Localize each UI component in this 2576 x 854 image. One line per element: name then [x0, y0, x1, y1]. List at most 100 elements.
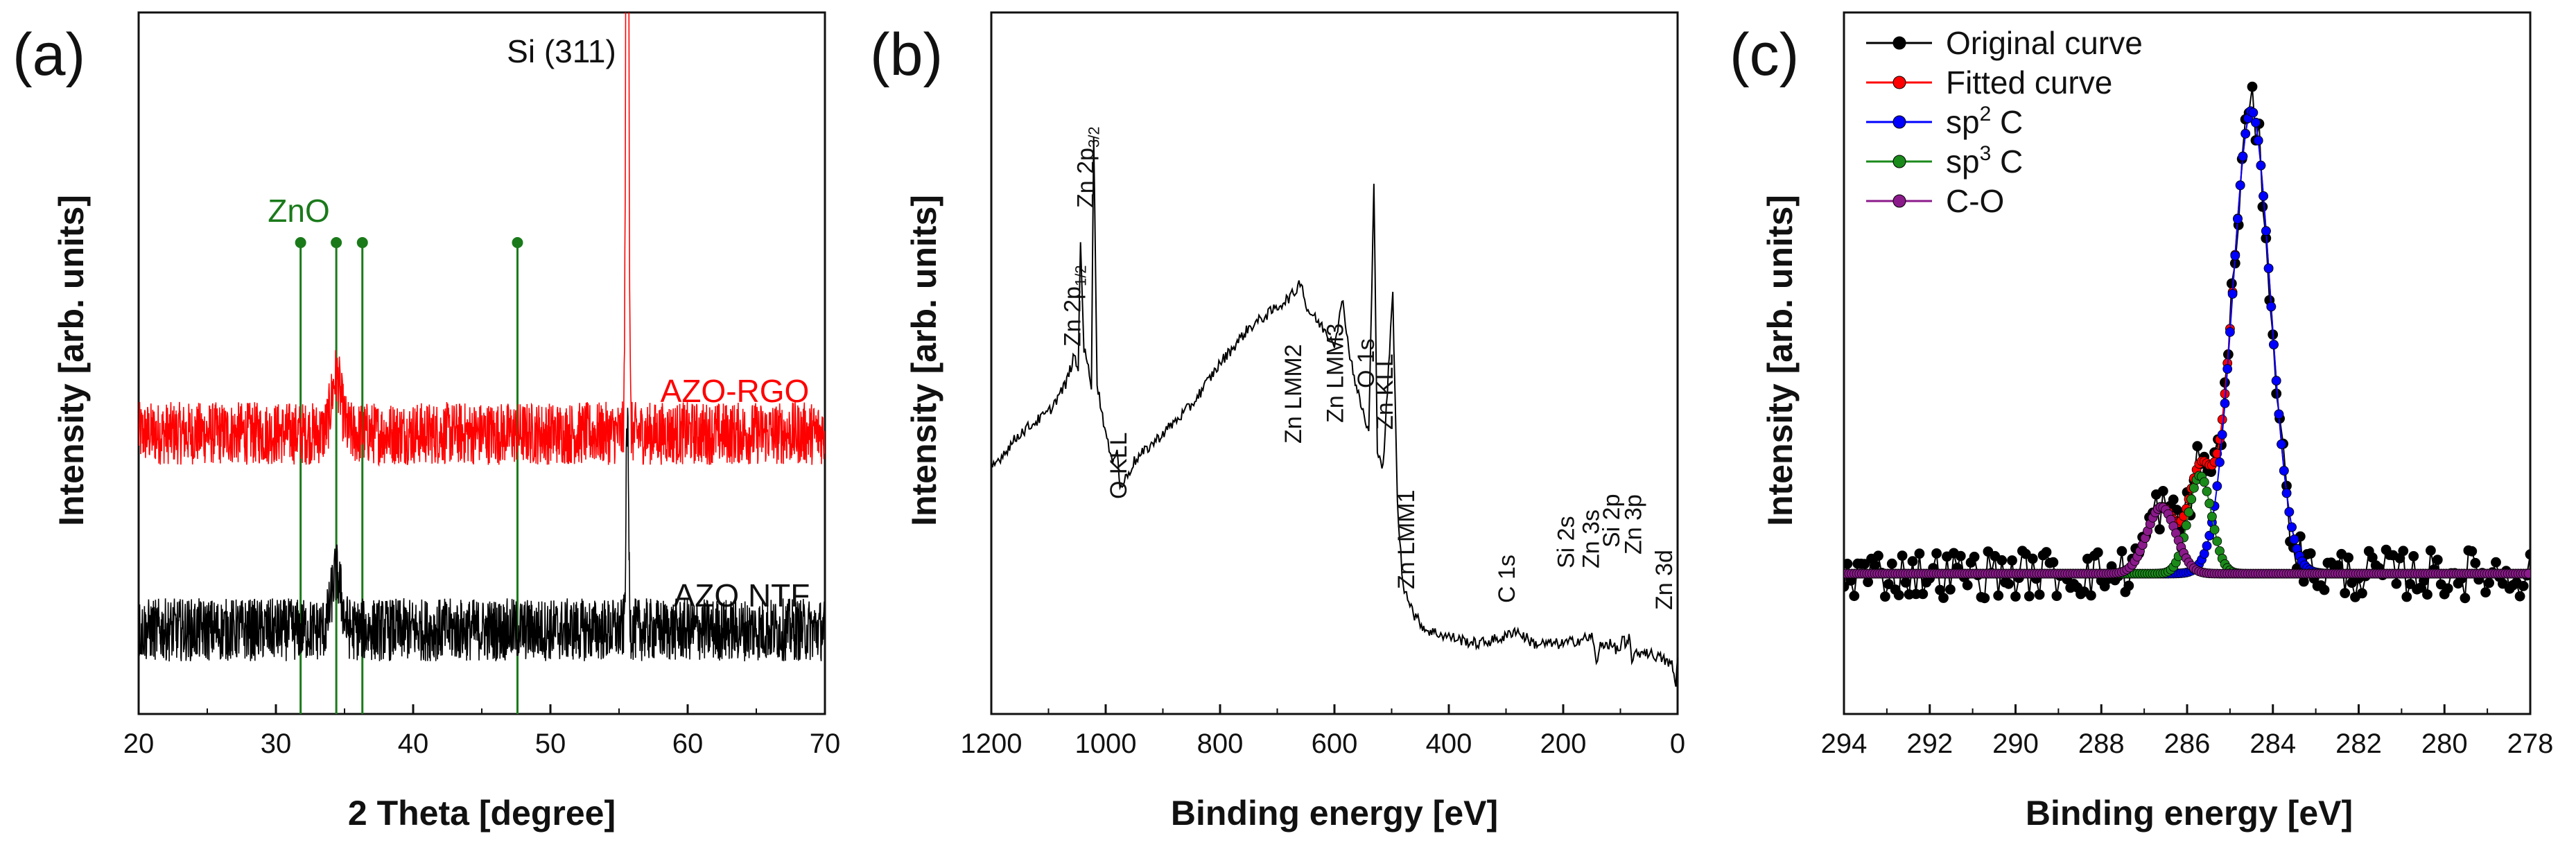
series-xps-survey — [991, 137, 1678, 687]
panel-a-xtick-label: 50 — [535, 729, 566, 759]
panel-c-xtick-label: 282 — [2335, 729, 2382, 759]
panel-a-xtick-label: 40 — [398, 729, 429, 759]
data-point — [1914, 548, 1925, 559]
data-point — [2123, 580, 2134, 591]
data-point — [2209, 525, 2220, 534]
data-point — [2230, 250, 2240, 261]
data-point — [2186, 494, 2197, 505]
zno-ref-dot — [331, 237, 342, 248]
data-point — [2051, 591, 2062, 601]
data-point — [1863, 577, 1874, 587]
panel-c-xtick-label: 292 — [1906, 729, 1953, 759]
data-point — [2202, 541, 2212, 551]
panel-a-letter: (a) — [12, 21, 85, 88]
data-point — [2157, 486, 2168, 496]
data-point — [2247, 81, 2258, 92]
legend-marker — [1892, 115, 1906, 129]
zno-label: ZnO — [268, 193, 329, 229]
data-point — [1931, 548, 1942, 559]
legend-marker — [1892, 36, 1906, 50]
data-point — [1938, 593, 1949, 603]
panel-c-xtick-label: 280 — [2421, 729, 2468, 759]
panel-b-xlabel: Binding energy [eV] — [1171, 794, 1498, 833]
data-point — [2405, 579, 2416, 589]
panel-c: (c) Intensity [arb. units] Binding energ… — [1730, 11, 2554, 833]
data-point — [2408, 551, 2419, 561]
data-point — [2154, 524, 2165, 534]
zno-ref-dot — [295, 237, 306, 248]
data-point — [2259, 191, 2269, 201]
panel-c-ylabel: Intensity [arb. units] — [1761, 195, 1800, 526]
data-point — [2442, 583, 2453, 594]
data-point — [2251, 117, 2261, 128]
legend-label: Fitted curve — [1946, 64, 2112, 101]
panel-b-xtick-label: 1200 — [961, 729, 1022, 759]
data-point — [2514, 591, 2525, 602]
data-point — [2212, 536, 2222, 546]
legend-label: C-O — [1946, 183, 2004, 219]
peak-label: Zn LMM3 — [1322, 323, 1348, 423]
data-point — [2281, 488, 2292, 498]
data-point — [2227, 289, 2238, 299]
data-point — [1944, 584, 1956, 595]
legend-label: sp3 C — [1946, 142, 2023, 180]
data-point — [2192, 441, 2203, 452]
data-point — [2356, 588, 2367, 599]
data-point — [2401, 591, 2412, 602]
panel-a-xtick-label: 30 — [261, 729, 292, 759]
legend-label: sp2 C — [1946, 103, 2023, 140]
panel-a-xtick-label: 60 — [672, 729, 704, 759]
data-point — [2027, 553, 2038, 564]
data-point — [1962, 580, 1973, 591]
data-point — [2432, 555, 2443, 565]
panel-c-xtick-label: 278 — [2507, 729, 2554, 759]
data-point — [2271, 388, 2282, 399]
panel-a-xtick-label: 70 — [810, 729, 841, 759]
data-point — [2007, 555, 2017, 566]
data-point — [1993, 590, 2004, 601]
data-point — [2212, 448, 2222, 459]
data-point — [1996, 555, 2008, 566]
data-point — [1849, 591, 1860, 602]
data-point — [1870, 560, 1880, 570]
panel-c-xtick-label: 284 — [2249, 729, 2296, 759]
series-c-o — [1844, 502, 2530, 579]
panel-a-xlabel: 2 Theta [degree] — [348, 794, 616, 833]
legend-label: Original curve — [1946, 25, 2143, 61]
data-point — [2240, 128, 2251, 139]
data-point — [1893, 590, 1904, 600]
data-point — [2217, 415, 2227, 425]
data-point — [2391, 578, 2402, 589]
panel-b-xtick-label: 600 — [1312, 729, 1358, 759]
data-point — [1873, 550, 1883, 561]
panel-c-letter: (c) — [1730, 21, 1799, 88]
data-point — [2207, 512, 2217, 522]
data-point — [2480, 587, 2491, 598]
data-point — [2279, 466, 2289, 476]
data-point — [2238, 151, 2248, 162]
data-point — [2484, 577, 2495, 589]
data-point — [1900, 577, 1911, 588]
panel-a-ylabel: Intensity [arb. units] — [52, 195, 91, 526]
data-point — [2034, 589, 2045, 600]
data-point — [2085, 590, 2096, 601]
panel-b-xtick-label: 0 — [1670, 729, 1685, 759]
data-point — [2266, 302, 2277, 312]
data-point — [1979, 593, 1990, 604]
panel-c-xtick-label: 286 — [2164, 729, 2211, 759]
data-point — [2202, 487, 2212, 496]
data-point — [2253, 135, 2263, 146]
panel-b-xtick-label: 800 — [1197, 729, 1244, 759]
data-point — [2048, 557, 2059, 568]
data-point — [2256, 160, 2266, 171]
data-point — [2092, 547, 2103, 558]
data-point — [1886, 558, 1897, 569]
azo-rgo-label: AZO-RGO — [661, 373, 810, 409]
data-point — [2333, 560, 2344, 571]
data-point — [2289, 534, 2299, 544]
panel-c-xtick-label: 294 — [1821, 729, 1868, 759]
panel-a-xtick-label: 20 — [123, 729, 155, 759]
data-point — [2284, 507, 2295, 517]
data-point — [2425, 545, 2436, 556]
